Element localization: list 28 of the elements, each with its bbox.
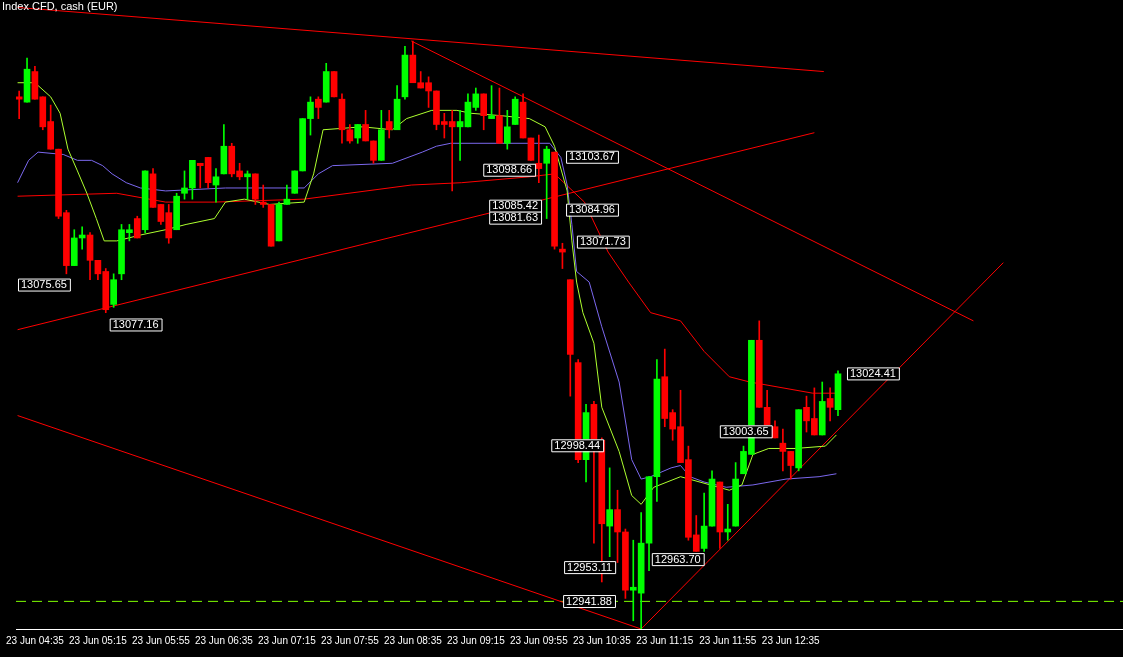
x-tick-label: 23 Jun 05:15 [68,634,128,646]
annotation: 13071.73 [579,235,626,248]
x-tick-label: 23 Jun 06:35 [194,634,254,646]
annotation: 13077.16 [112,318,159,331]
chart-title: Index CFD, cash (EUR) [2,0,118,12]
annotation: 13085.42 [492,199,539,212]
x-tick-label: 23 Jun 05:55 [131,634,191,646]
x-tick-label: 23 Jun 12:35 [761,634,821,646]
annotation: 13081.63 [492,211,539,224]
annotation: 13098.66 [486,163,533,176]
annotation: 12963.70 [654,552,701,565]
x-tick-label: 23 Jun 08:35 [383,634,443,646]
annotation: 13003.65 [722,424,769,437]
annotation: 13075.65 [20,278,67,291]
x-tick-label: 23 Jun 07:15 [257,634,317,646]
x-tick-label: 23 Jun 04:35 [6,634,65,646]
annotation: 12953.11 [567,560,613,573]
annotation: 13103.67 [569,150,615,163]
annotation: 13084.96 [569,203,615,216]
annotation: 12998.44 [554,438,601,451]
x-tick-label: 23 Jun 11:55 [699,634,757,646]
x-tick-label: 23 Jun 10:35 [572,634,632,646]
x-tick-label: 23 Jun 09:15 [446,634,506,646]
annotation: 13024.41 [849,366,896,379]
x-tick-label: 23 Jun 07:55 [320,634,380,646]
x-tick-label: 23 Jun 09:55 [509,634,569,646]
annotation: 12941.88 [566,594,612,607]
x-tick-label: 23 Jun 11:15 [636,634,694,646]
